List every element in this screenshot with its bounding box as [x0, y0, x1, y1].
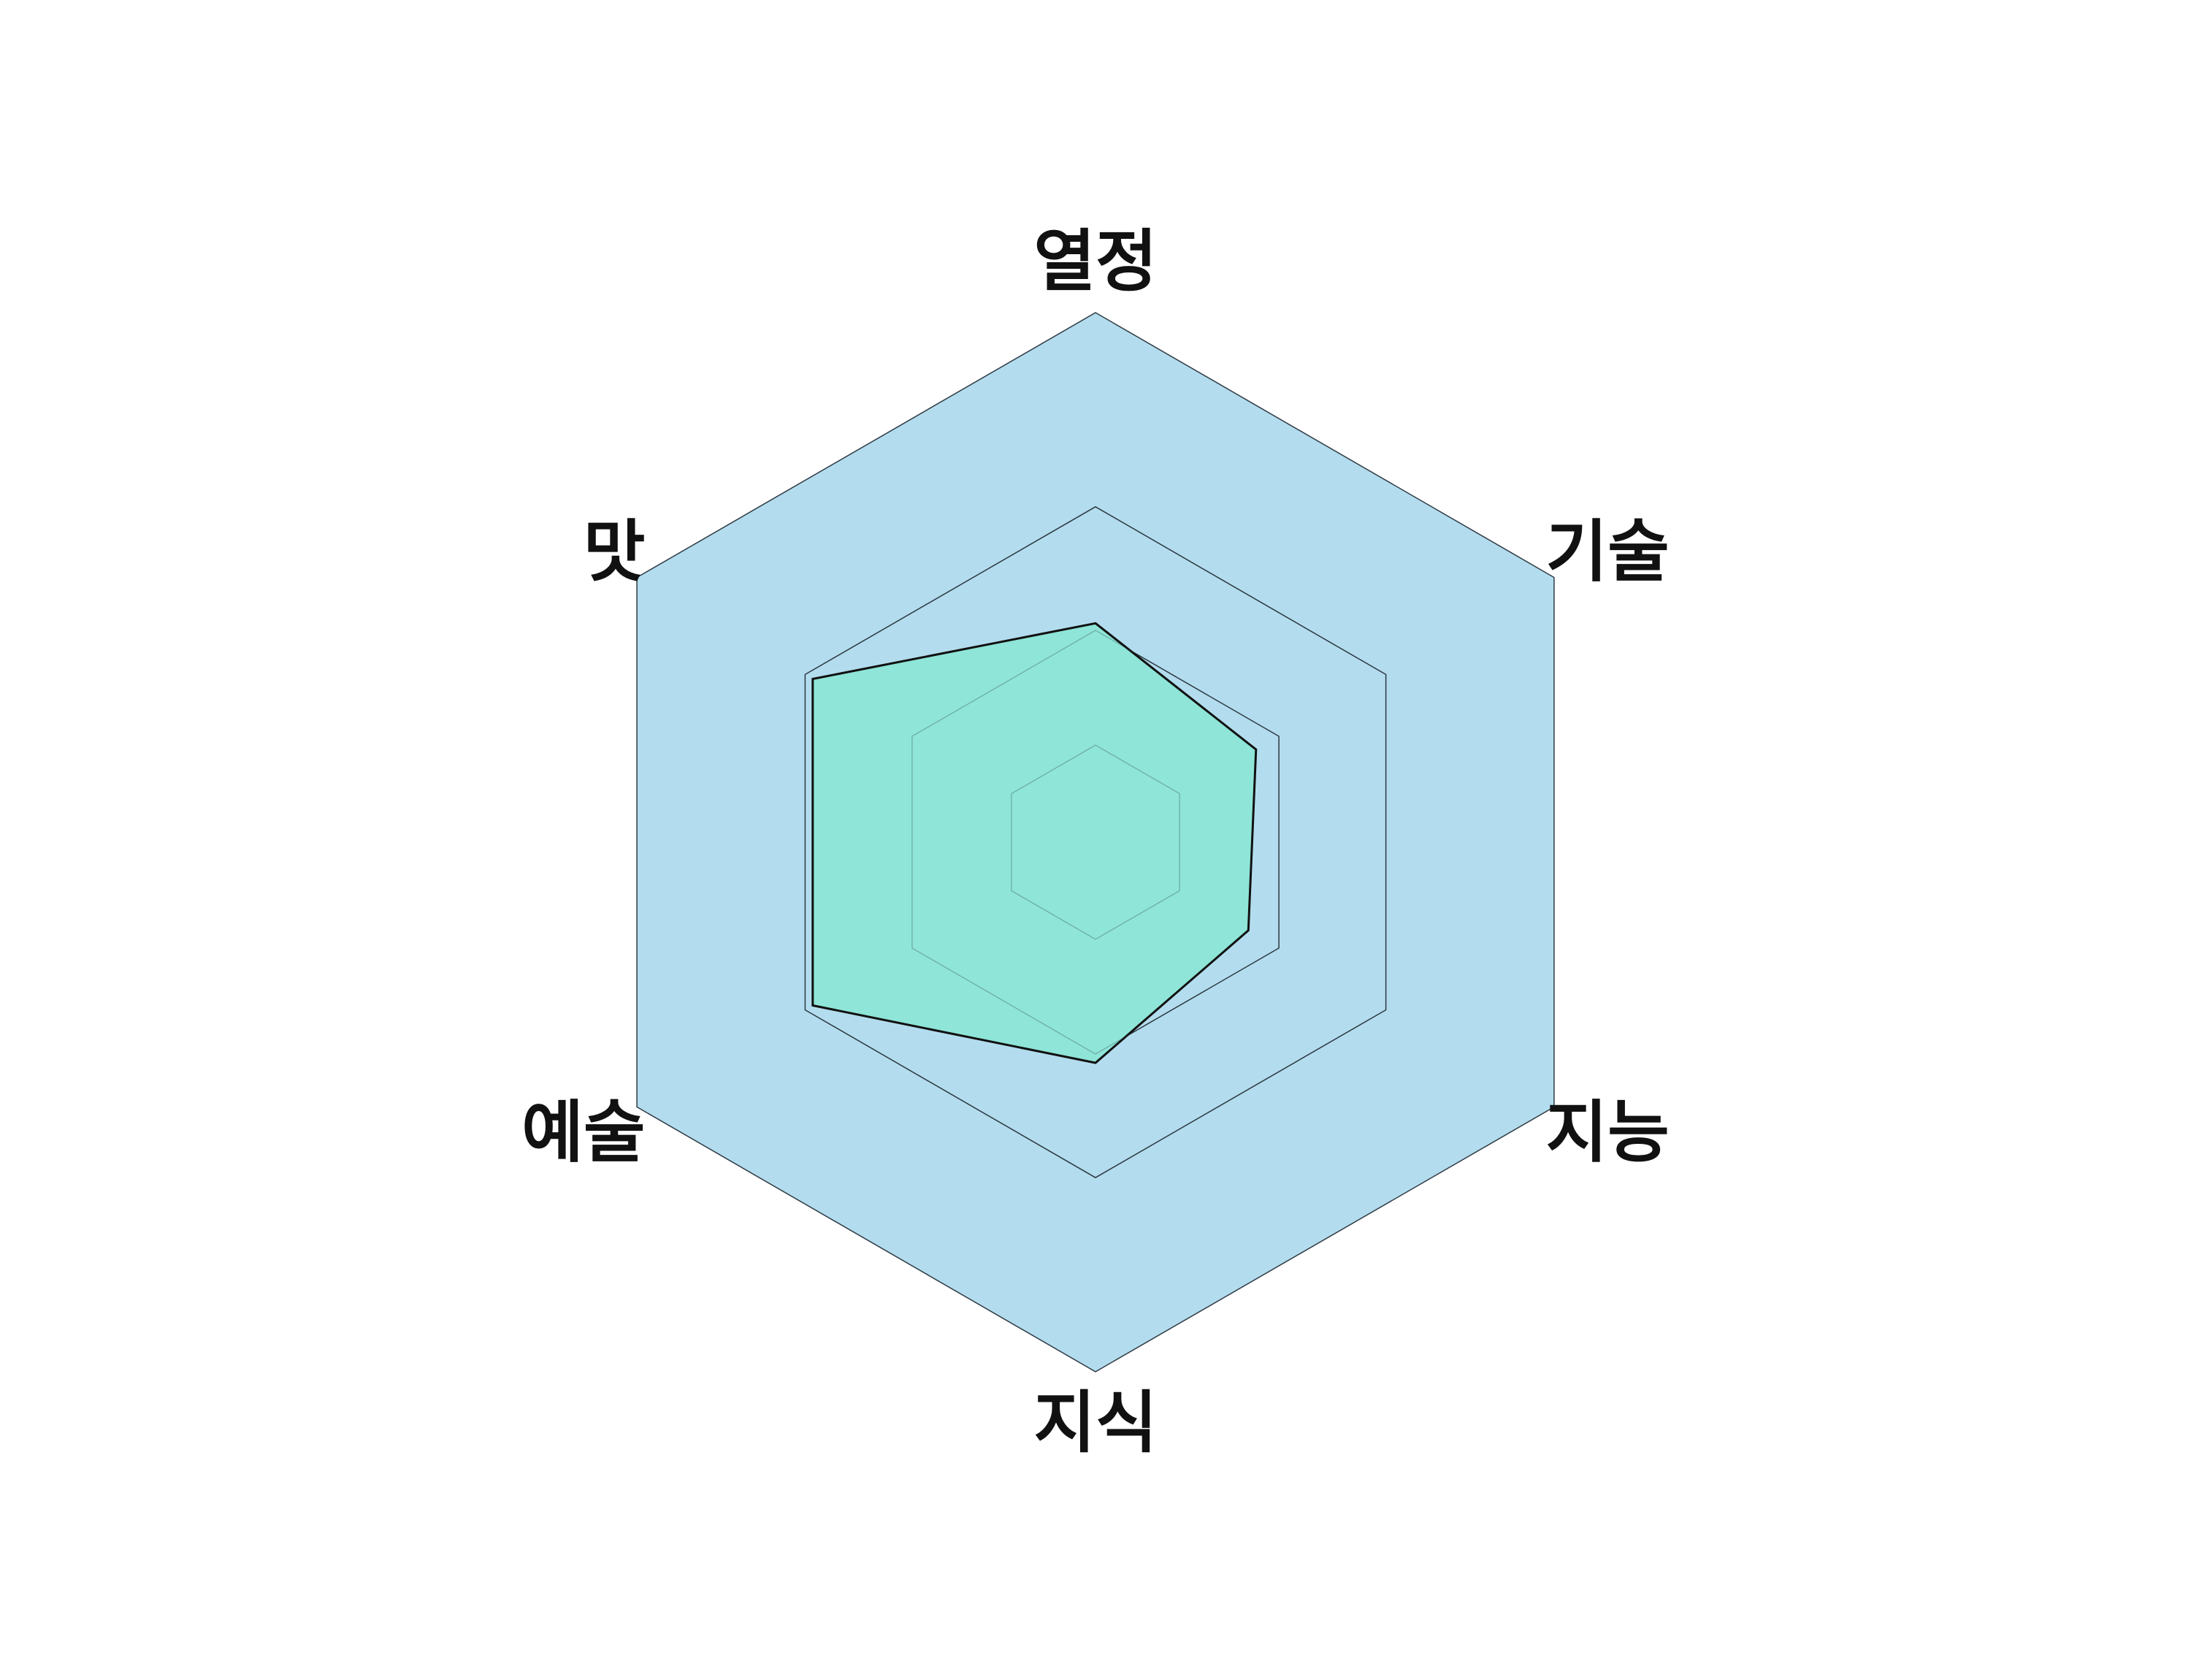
axis-label: 맛	[584, 513, 646, 591]
radar-series	[811, 622, 1258, 1064]
axis-label: 열정	[1033, 223, 1157, 301]
axis-label: 지식	[1033, 1384, 1157, 1462]
radar-series-polygon	[811, 622, 1258, 1064]
radar-ring-overlay	[911, 630, 1280, 1055]
radar-ring-overlay	[1011, 744, 1180, 940]
radar-ring	[804, 505, 1387, 1179]
axis-label: 지능	[1546, 1093, 1670, 1172]
radar-ring-overlay	[804, 506, 1387, 1178]
axis-label: 예술	[521, 1093, 645, 1172]
axis-label: 기술	[1546, 513, 1670, 591]
radar-inner-rings	[804, 506, 1387, 1178]
